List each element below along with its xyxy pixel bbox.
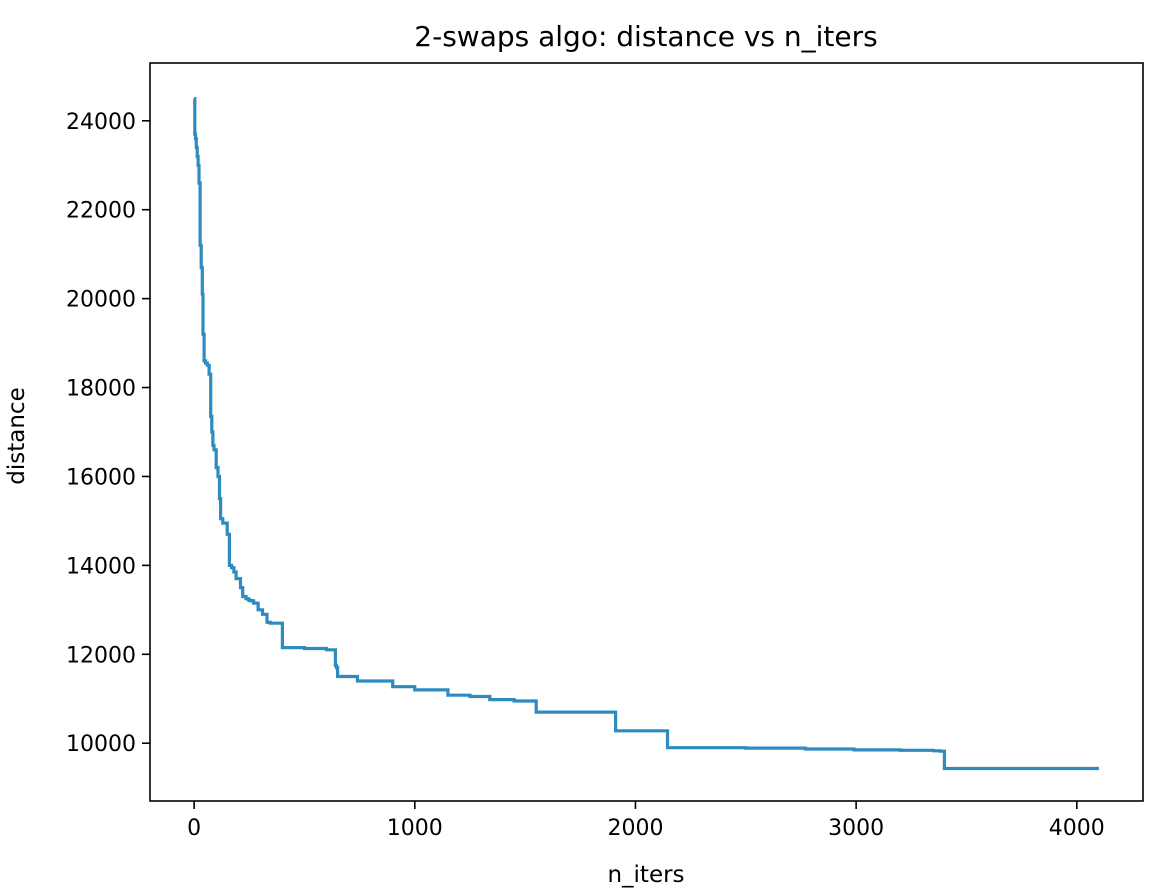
- y-tick-label: 16000: [66, 465, 136, 490]
- series-line-0: [193, 97, 1099, 771]
- y-tick-label: 20000: [66, 288, 136, 313]
- x-tick-label: 4000: [1049, 816, 1105, 841]
- x-tick-label: 3000: [828, 816, 884, 841]
- y-tick-label: 24000: [66, 110, 136, 135]
- y-tick-label: 10000: [66, 732, 136, 757]
- x-tick-label: 2000: [607, 816, 663, 841]
- x-tick-label: 0: [187, 816, 201, 841]
- y-tick-label: 22000: [66, 199, 136, 224]
- axis-ticks: 0 1000 2000 3000 4000 10000 12000 14000 16000 180…: [66, 110, 1105, 841]
- y-tick-label: 14000: [66, 554, 136, 579]
- x-axis-label: n_iters: [607, 862, 684, 888]
- y-tick-label: 12000: [66, 643, 136, 668]
- plot-frame: [149, 62, 1144, 802]
- x-tick-label: 1000: [387, 816, 443, 841]
- series-layer: [193, 97, 1099, 771]
- y-axis-label: distance: [4, 387, 30, 484]
- chart-title: 2-swaps algo: distance vs n_iters: [414, 20, 877, 53]
- y-tick-label: 18000: [66, 377, 136, 402]
